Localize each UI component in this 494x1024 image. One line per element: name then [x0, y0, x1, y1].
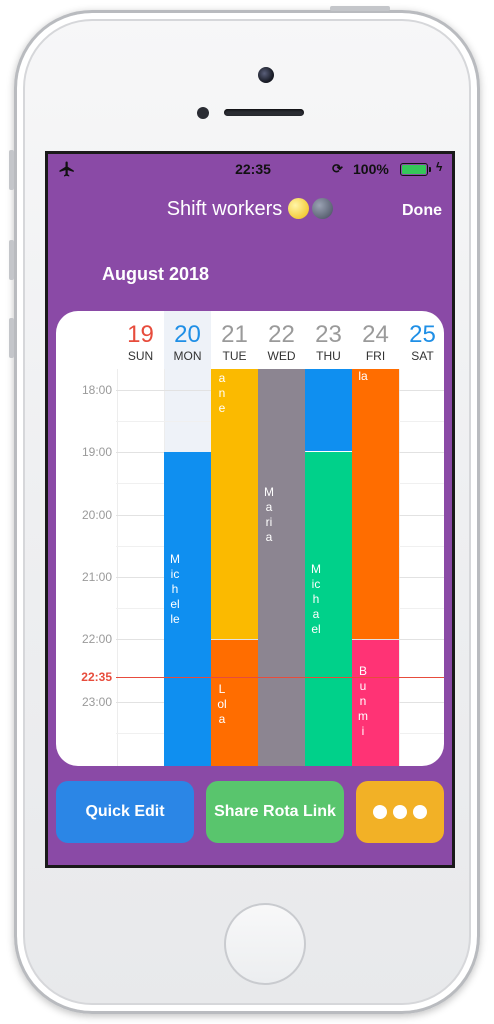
shift-block-bunmi[interactable]: Bunmi	[352, 640, 399, 766]
day-name: MON	[173, 349, 202, 363]
shift-block-michael[interactable]: Michael	[305, 452, 352, 766]
battery-percentage: 100%	[353, 161, 389, 177]
column-divider	[399, 369, 400, 766]
proximity-sensor	[197, 107, 209, 119]
day-name: SUN	[127, 349, 154, 363]
shift-label: Michelle	[170, 552, 180, 626]
day-name: FRI	[365, 349, 386, 363]
day-header-sat[interactable]: 25 SAT	[399, 311, 444, 369]
day-number: 23	[315, 321, 342, 348]
day-number: 21	[221, 321, 248, 348]
time-label: 19:00	[81, 445, 112, 459]
shift-block-lola[interactable]: Lola	[211, 640, 258, 766]
shift-block-fri-evening[interactable]: la	[352, 369, 399, 639]
sun-emoji-icon	[288, 198, 310, 219]
time-label: 20:00	[81, 508, 112, 522]
day-name: TUE	[222, 349, 247, 363]
day-header-wed[interactable]: 22 WED	[258, 311, 305, 369]
shift-label: Michael	[311, 562, 321, 636]
more-dots-icon	[373, 805, 387, 819]
shift-label: Bunmi	[358, 664, 368, 738]
day-header-mon[interactable]: 20 MON	[164, 311, 211, 369]
airplane-icon	[59, 161, 74, 177]
done-button[interactable]: Done	[402, 202, 442, 219]
shift-label: Lola	[217, 682, 227, 726]
shift-block-michelle[interactable]: Michelle	[164, 452, 211, 766]
day-header-fri[interactable]: 24 FRI	[352, 311, 399, 369]
day-header-sun[interactable]: 19 SUN	[117, 311, 164, 369]
shift-label: la	[358, 369, 368, 383]
time-label: 18:00	[81, 383, 112, 397]
share-rota-link-button[interactable]: Share Rota Link	[206, 781, 344, 843]
page-title: Shift workers	[48, 198, 452, 226]
day-header-tue[interactable]: 21 TUE	[211, 311, 258, 369]
volume-down-button	[9, 318, 14, 358]
month-title: August 2018	[102, 264, 210, 284]
lock-rotation-icon: ⟳	[332, 161, 343, 176]
shift-block-thu-early[interactable]	[305, 369, 352, 451]
day-header-thu[interactable]: 23 THU	[305, 311, 352, 369]
battery-icon	[400, 163, 431, 176]
today-highlight	[164, 311, 211, 455]
day-name: SAT	[411, 349, 434, 363]
day-number: 22	[268, 321, 295, 348]
shift-block-maria[interactable]: Maria	[258, 369, 305, 766]
shift-label: Maria	[264, 485, 274, 544]
moon-emoji-icon	[312, 198, 334, 219]
day-number: 19	[127, 321, 154, 348]
more-dots-icon	[393, 805, 407, 819]
front-camera	[258, 67, 274, 83]
quick-edit-button[interactable]: Quick Edit	[56, 781, 194, 843]
app-screen: 22:35 ⟳ 100% ϟ Shift workers Done August…	[45, 151, 455, 868]
charging-bolt-icon: ϟ	[436, 160, 443, 174]
home-button[interactable]	[224, 903, 306, 985]
earpiece-speaker	[224, 109, 304, 116]
day-number: 24	[362, 321, 389, 348]
day-number: 25	[409, 321, 436, 348]
mute-switch	[9, 150, 14, 190]
current-time-line	[116, 677, 444, 678]
more-dots-icon	[413, 805, 427, 819]
day-name: WED	[267, 349, 296, 363]
volume-up-button	[9, 240, 14, 280]
power-button	[330, 6, 390, 11]
time-label: 22:00	[81, 632, 112, 646]
status-time: 22:35	[235, 161, 271, 177]
shift-label: ane	[218, 371, 226, 415]
day-number: 20	[174, 321, 201, 348]
time-label: 23:00	[81, 695, 112, 709]
more-button[interactable]	[356, 781, 444, 843]
status-bar: 22:35 ⟳ 100% ϟ	[48, 154, 452, 184]
current-time-label: 22:35	[81, 670, 112, 684]
week-calendar[interactable]: 19 SUN 20 MON 21 TUE 22 WED 23 THU 24 FR…	[56, 311, 444, 766]
title-text: Shift workers	[166, 198, 283, 220]
time-label: 21:00	[81, 570, 112, 584]
shift-block-jane[interactable]: ane	[211, 369, 258, 639]
column-divider	[117, 369, 118, 766]
day-name: THU	[316, 349, 341, 363]
